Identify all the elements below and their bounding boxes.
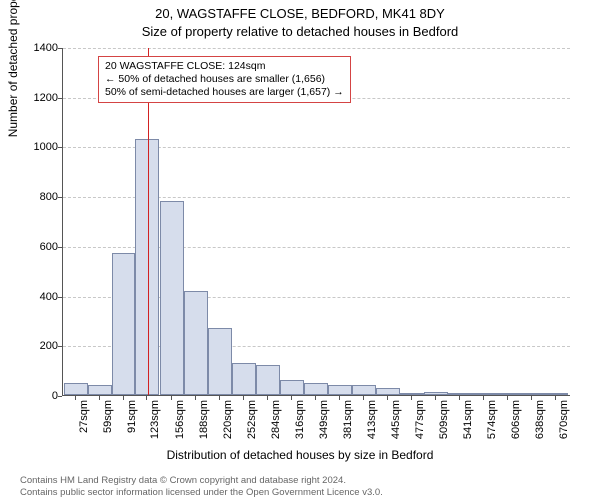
x-tick-mark	[267, 396, 268, 400]
x-tick-mark	[531, 396, 532, 400]
y-tick-label: 800	[8, 191, 58, 203]
x-tick-label: 606sqm	[510, 400, 522, 460]
x-tick-mark	[123, 396, 124, 400]
x-tick-label: 156sqm	[174, 400, 186, 460]
x-tick-mark	[146, 396, 147, 400]
y-tick-mark	[58, 396, 62, 397]
x-tick-label: 91sqm	[126, 400, 138, 460]
y-tick-label: 1400	[8, 42, 58, 54]
histogram-bar	[256, 365, 280, 395]
x-tick-mark	[75, 396, 76, 400]
x-tick-mark	[363, 396, 364, 400]
y-tick-label: 600	[8, 241, 58, 253]
x-tick-mark	[555, 396, 556, 400]
histogram-bar	[376, 388, 400, 395]
x-tick-mark	[411, 396, 412, 400]
histogram-bar	[328, 385, 352, 395]
x-tick-label: 413sqm	[366, 400, 378, 460]
annotation-box: 20 WAGSTAFFE CLOSE: 124sqm← 50% of detac…	[98, 56, 351, 103]
x-tick-label: 284sqm	[270, 400, 282, 460]
y-axis-label: Number of detached properties	[6, 0, 20, 137]
y-tick-label: 1200	[8, 92, 58, 104]
x-tick-label: 349sqm	[318, 400, 330, 460]
footer-attribution: Contains HM Land Registry data © Crown c…	[20, 475, 383, 498]
x-tick-label: 477sqm	[414, 400, 426, 460]
x-tick-mark	[171, 396, 172, 400]
x-tick-mark	[243, 396, 244, 400]
chart-title-main: 20, WAGSTAFFE CLOSE, BEDFORD, MK41 8DY	[0, 6, 600, 21]
x-tick-mark	[315, 396, 316, 400]
x-tick-mark	[339, 396, 340, 400]
x-tick-mark	[195, 396, 196, 400]
histogram-bar	[448, 393, 472, 395]
x-tick-mark	[99, 396, 100, 400]
annotation-line: 50% of semi-detached houses are larger (…	[105, 86, 344, 99]
x-tick-label: 252sqm	[246, 400, 258, 460]
y-tick-mark	[58, 346, 62, 347]
histogram-bar	[424, 392, 448, 395]
y-tick-label: 400	[8, 291, 58, 303]
x-tick-label: 27sqm	[78, 400, 90, 460]
x-tick-label: 509sqm	[438, 400, 450, 460]
histogram-bar	[88, 385, 112, 395]
gridline	[63, 48, 570, 49]
histogram-bar	[112, 253, 136, 395]
x-tick-mark	[459, 396, 460, 400]
x-tick-mark	[291, 396, 292, 400]
y-tick-mark	[58, 197, 62, 198]
footer-line: Contains HM Land Registry data © Crown c…	[20, 475, 383, 486]
x-tick-label: 316sqm	[294, 400, 306, 460]
y-tick-label: 1000	[8, 141, 58, 153]
y-tick-mark	[58, 297, 62, 298]
x-tick-mark	[219, 396, 220, 400]
y-tick-label: 200	[8, 340, 58, 352]
histogram-bar	[160, 201, 184, 395]
chart-title-sub: Size of property relative to detached ho…	[0, 24, 600, 39]
x-tick-label: 638sqm	[534, 400, 546, 460]
histogram-bar	[232, 363, 256, 395]
x-tick-label: 59sqm	[102, 400, 114, 460]
histogram-bar	[280, 380, 304, 395]
x-tick-label: 445sqm	[390, 400, 402, 460]
histogram-bar	[184, 291, 208, 395]
histogram-bar	[496, 393, 520, 395]
x-tick-label: 574sqm	[486, 400, 498, 460]
y-tick-label: 0	[8, 390, 58, 402]
x-tick-label: 123sqm	[149, 400, 161, 460]
x-tick-mark	[483, 396, 484, 400]
x-tick-mark	[435, 396, 436, 400]
x-tick-label: 541sqm	[462, 400, 474, 460]
y-tick-mark	[58, 98, 62, 99]
x-tick-label: 381sqm	[342, 400, 354, 460]
y-tick-mark	[58, 247, 62, 248]
x-tick-mark	[387, 396, 388, 400]
histogram-bar	[472, 393, 496, 395]
histogram-bar	[64, 383, 88, 395]
histogram-bar	[352, 385, 376, 395]
histogram-bar	[304, 383, 328, 395]
x-tick-label: 670sqm	[558, 400, 570, 460]
y-tick-mark	[58, 48, 62, 49]
x-tick-label: 220sqm	[222, 400, 234, 460]
footer-line: Contains public sector information licen…	[20, 487, 383, 498]
histogram-bar	[400, 393, 424, 395]
y-tick-mark	[58, 147, 62, 148]
histogram-bar	[520, 393, 544, 395]
histogram-bar	[544, 393, 568, 395]
annotation-line: ← 50% of detached houses are smaller (1,…	[105, 73, 344, 86]
x-tick-label: 188sqm	[198, 400, 210, 460]
x-tick-mark	[507, 396, 508, 400]
annotation-line: 20 WAGSTAFFE CLOSE: 124sqm	[105, 60, 344, 73]
histogram-bar	[208, 328, 232, 395]
